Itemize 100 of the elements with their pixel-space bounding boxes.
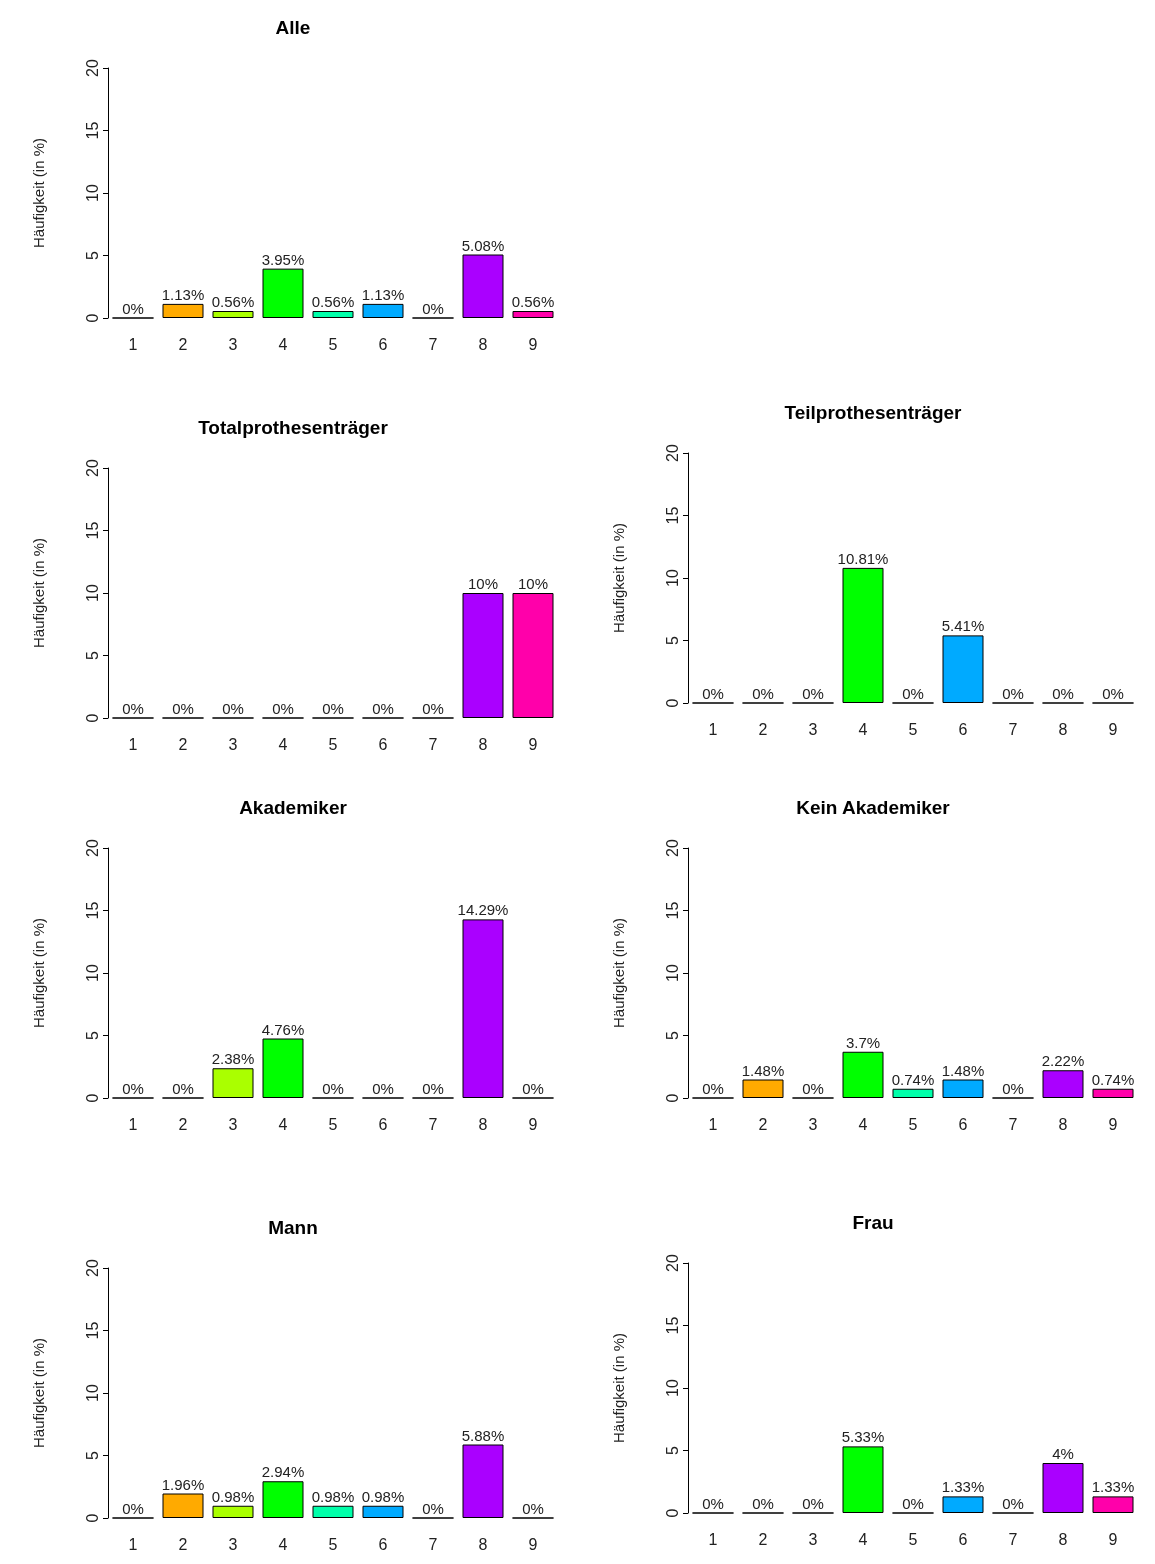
- x-tick-label: 9: [1108, 720, 1118, 738]
- data-label: 0.56%: [211, 293, 255, 310]
- x-tick-label: 8: [478, 1115, 488, 1133]
- x-tick-label: 6: [378, 335, 388, 353]
- y-tick-label: 5: [83, 650, 101, 660]
- data-label: 0%: [422, 699, 444, 717]
- x-tick-label: 7: [1008, 1115, 1018, 1133]
- y-tick-label: 15: [663, 901, 681, 920]
- data-label: 0%: [172, 699, 194, 717]
- y-axis-title: Häufigkeit (in %): [30, 137, 47, 249]
- data-label: 2.22%: [1041, 1052, 1085, 1070]
- chart-title: Totalprothesenträger: [198, 417, 389, 438]
- data-label: 1.13%: [361, 285, 405, 303]
- bar: [1092, 1088, 1134, 1098]
- bar: [462, 254, 504, 318]
- x-tick-label: 9: [528, 1115, 538, 1133]
- x-tick-label: 3: [228, 1115, 238, 1133]
- data-label: 0.56%: [511, 293, 555, 310]
- data-label: 0%: [752, 684, 774, 702]
- data-label: 1.33%: [941, 1478, 985, 1496]
- x-tick-label: 7: [428, 335, 438, 353]
- data-label: 1.48%: [741, 1061, 785, 1079]
- y-tick-label: 20: [83, 839, 101, 857]
- data-label: 0%: [802, 1494, 824, 1512]
- y-axis-title: Häufigkeit (in %): [610, 522, 627, 634]
- y-tick-label: 0: [83, 313, 101, 323]
- x-tick-label: 5: [328, 1115, 338, 1133]
- y-tick-label: 0: [83, 1093, 101, 1103]
- data-label: 1.33%: [1091, 1478, 1135, 1496]
- data-label: 0%: [902, 684, 924, 702]
- data-label: 0%: [802, 684, 824, 702]
- data-label: 0%: [322, 699, 344, 717]
- data-label: 0%: [802, 1079, 824, 1097]
- data-label: 5.33%: [841, 1428, 885, 1446]
- y-axis-title: Häufigkeit (in %): [610, 917, 627, 1029]
- y-tick-label: 5: [83, 1450, 101, 1460]
- x-tick-label: 9: [1108, 1115, 1118, 1133]
- bar: [462, 919, 504, 1098]
- y-tick-label: 0: [83, 713, 101, 723]
- x-tick-label: 1: [128, 1115, 138, 1133]
- x-tick-label: 5: [328, 1535, 338, 1553]
- data-label: 2.94%: [261, 1463, 305, 1481]
- bar: [1042, 1070, 1084, 1098]
- data-label: 0%: [422, 299, 444, 317]
- data-label: 0%: [172, 1079, 194, 1097]
- x-tick-label: 4: [278, 335, 288, 353]
- bar: [942, 1079, 984, 1098]
- data-label: 0.98%: [211, 1487, 255, 1505]
- y-tick-label: 0: [663, 1093, 681, 1103]
- data-label: 4.76%: [261, 1020, 305, 1038]
- x-tick-label: 8: [1058, 1530, 1068, 1548]
- bar: [842, 567, 884, 703]
- x-tick-label: 9: [1108, 1530, 1118, 1548]
- bar: [892, 1088, 934, 1098]
- bar: [842, 1051, 884, 1098]
- bar: [462, 1444, 504, 1518]
- x-tick-label: 4: [858, 1115, 868, 1133]
- x-tick-label: 3: [808, 720, 818, 738]
- chart-title: Mann: [268, 1217, 318, 1238]
- y-tick-label: 10: [83, 1384, 101, 1402]
- x-tick-label: 1: [128, 735, 138, 753]
- bar: [942, 1496, 984, 1513]
- y-tick-label: 20: [83, 59, 101, 77]
- data-label: 0%: [122, 1079, 144, 1097]
- data-label: 14.29%: [457, 901, 509, 919]
- bar: [1042, 1463, 1084, 1513]
- data-label: 0%: [1002, 1494, 1024, 1512]
- x-tick-label: 5: [908, 720, 918, 738]
- data-label: 0%: [1002, 1079, 1024, 1097]
- y-tick-label: 15: [83, 121, 101, 140]
- data-label: 0%: [222, 699, 244, 717]
- data-label: 0%: [1102, 684, 1124, 702]
- bar: [162, 303, 204, 318]
- chart-title: Frau: [852, 1212, 894, 1233]
- x-tick-label: 7: [428, 1115, 438, 1133]
- x-tick-label: 3: [228, 335, 238, 353]
- data-label: 5.88%: [461, 1426, 505, 1444]
- data-label: 10%: [467, 575, 499, 592]
- data-label: 0%: [702, 684, 724, 702]
- x-tick-label: 7: [428, 1535, 438, 1553]
- data-label: 1.13%: [161, 285, 205, 303]
- data-label: 0.56%: [311, 293, 355, 310]
- x-tick-label: 5: [908, 1530, 918, 1548]
- bar: [212, 1505, 254, 1518]
- y-tick-label: 5: [663, 1445, 681, 1455]
- y-tick-label: 15: [663, 506, 681, 525]
- y-tick-label: 10: [663, 569, 681, 587]
- x-tick-label: 9: [528, 1535, 538, 1553]
- y-tick-label: 10: [663, 964, 681, 982]
- x-tick-label: 6: [958, 720, 968, 738]
- x-tick-label: 4: [278, 735, 288, 753]
- x-tick-label: 9: [528, 735, 538, 753]
- x-tick-label: 5: [328, 335, 338, 353]
- x-tick-label: 3: [228, 1535, 238, 1553]
- data-label: 0%: [702, 1079, 724, 1097]
- x-tick-label: 6: [958, 1115, 968, 1133]
- x-tick-label: 7: [1008, 720, 1018, 738]
- x-tick-label: 6: [958, 1530, 968, 1548]
- bar: [1092, 1496, 1134, 1513]
- bar: [312, 311, 354, 318]
